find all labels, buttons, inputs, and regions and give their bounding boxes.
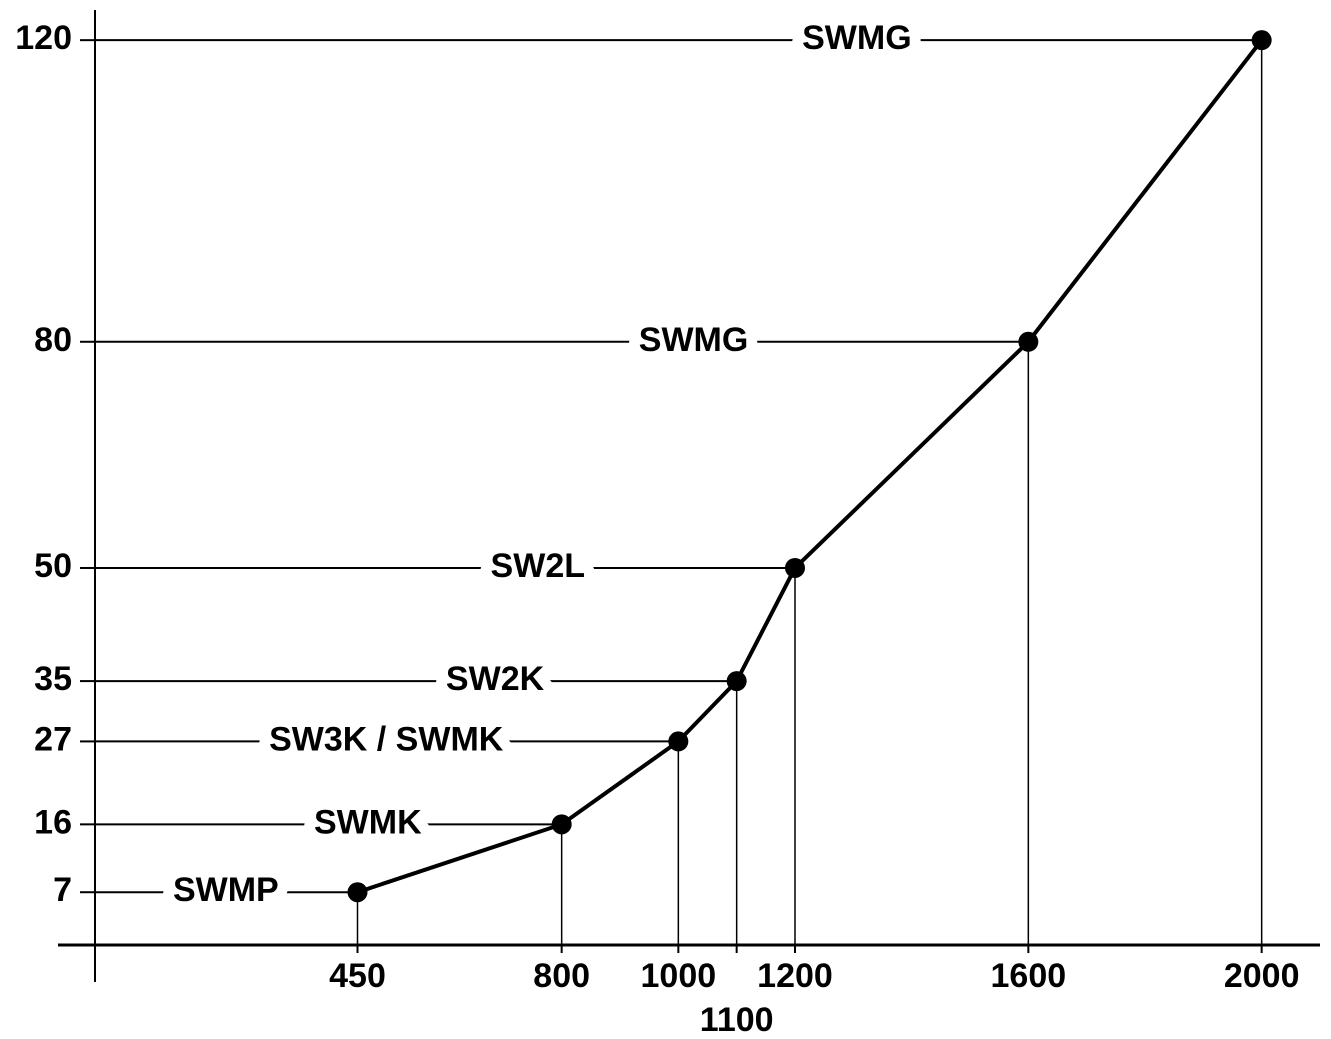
y-tick-label: 80 bbox=[34, 321, 72, 359]
data-point bbox=[1018, 331, 1039, 352]
point-label: SWMG bbox=[802, 19, 912, 57]
y-tick-label: 27 bbox=[34, 720, 72, 758]
data-point bbox=[551, 814, 572, 835]
point-label: SW2L bbox=[491, 547, 585, 585]
x-tick-label: 2000 bbox=[1224, 957, 1300, 995]
x-tick-label: 1000 bbox=[641, 957, 717, 995]
data-point bbox=[1251, 30, 1272, 51]
x-tick-label: 1600 bbox=[991, 957, 1067, 995]
data-point bbox=[668, 731, 689, 752]
point-label: SWMP bbox=[173, 871, 279, 909]
y-tick-label: 16 bbox=[34, 803, 72, 841]
data-point bbox=[726, 671, 747, 692]
y-tick-label: 7 bbox=[53, 871, 72, 909]
x-tick-label: 1100 bbox=[700, 1001, 774, 1039]
point-label: SW2K bbox=[446, 660, 545, 698]
data-point bbox=[785, 557, 805, 578]
point-label: SW3K / SWMK bbox=[269, 720, 504, 758]
y-tick-label: 50 bbox=[34, 547, 72, 585]
y-tick-label: 35 bbox=[34, 660, 72, 698]
data-line bbox=[356, 38, 1264, 895]
point-label: SWMK bbox=[314, 803, 422, 841]
x-tick-label: 1200 bbox=[757, 957, 833, 995]
x-tick-label: 800 bbox=[533, 957, 590, 995]
x-tick-label: 450 bbox=[329, 957, 386, 995]
data-point bbox=[347, 882, 368, 903]
y-tick-label: 120 bbox=[15, 19, 72, 57]
point-label: SWMG bbox=[639, 321, 749, 359]
